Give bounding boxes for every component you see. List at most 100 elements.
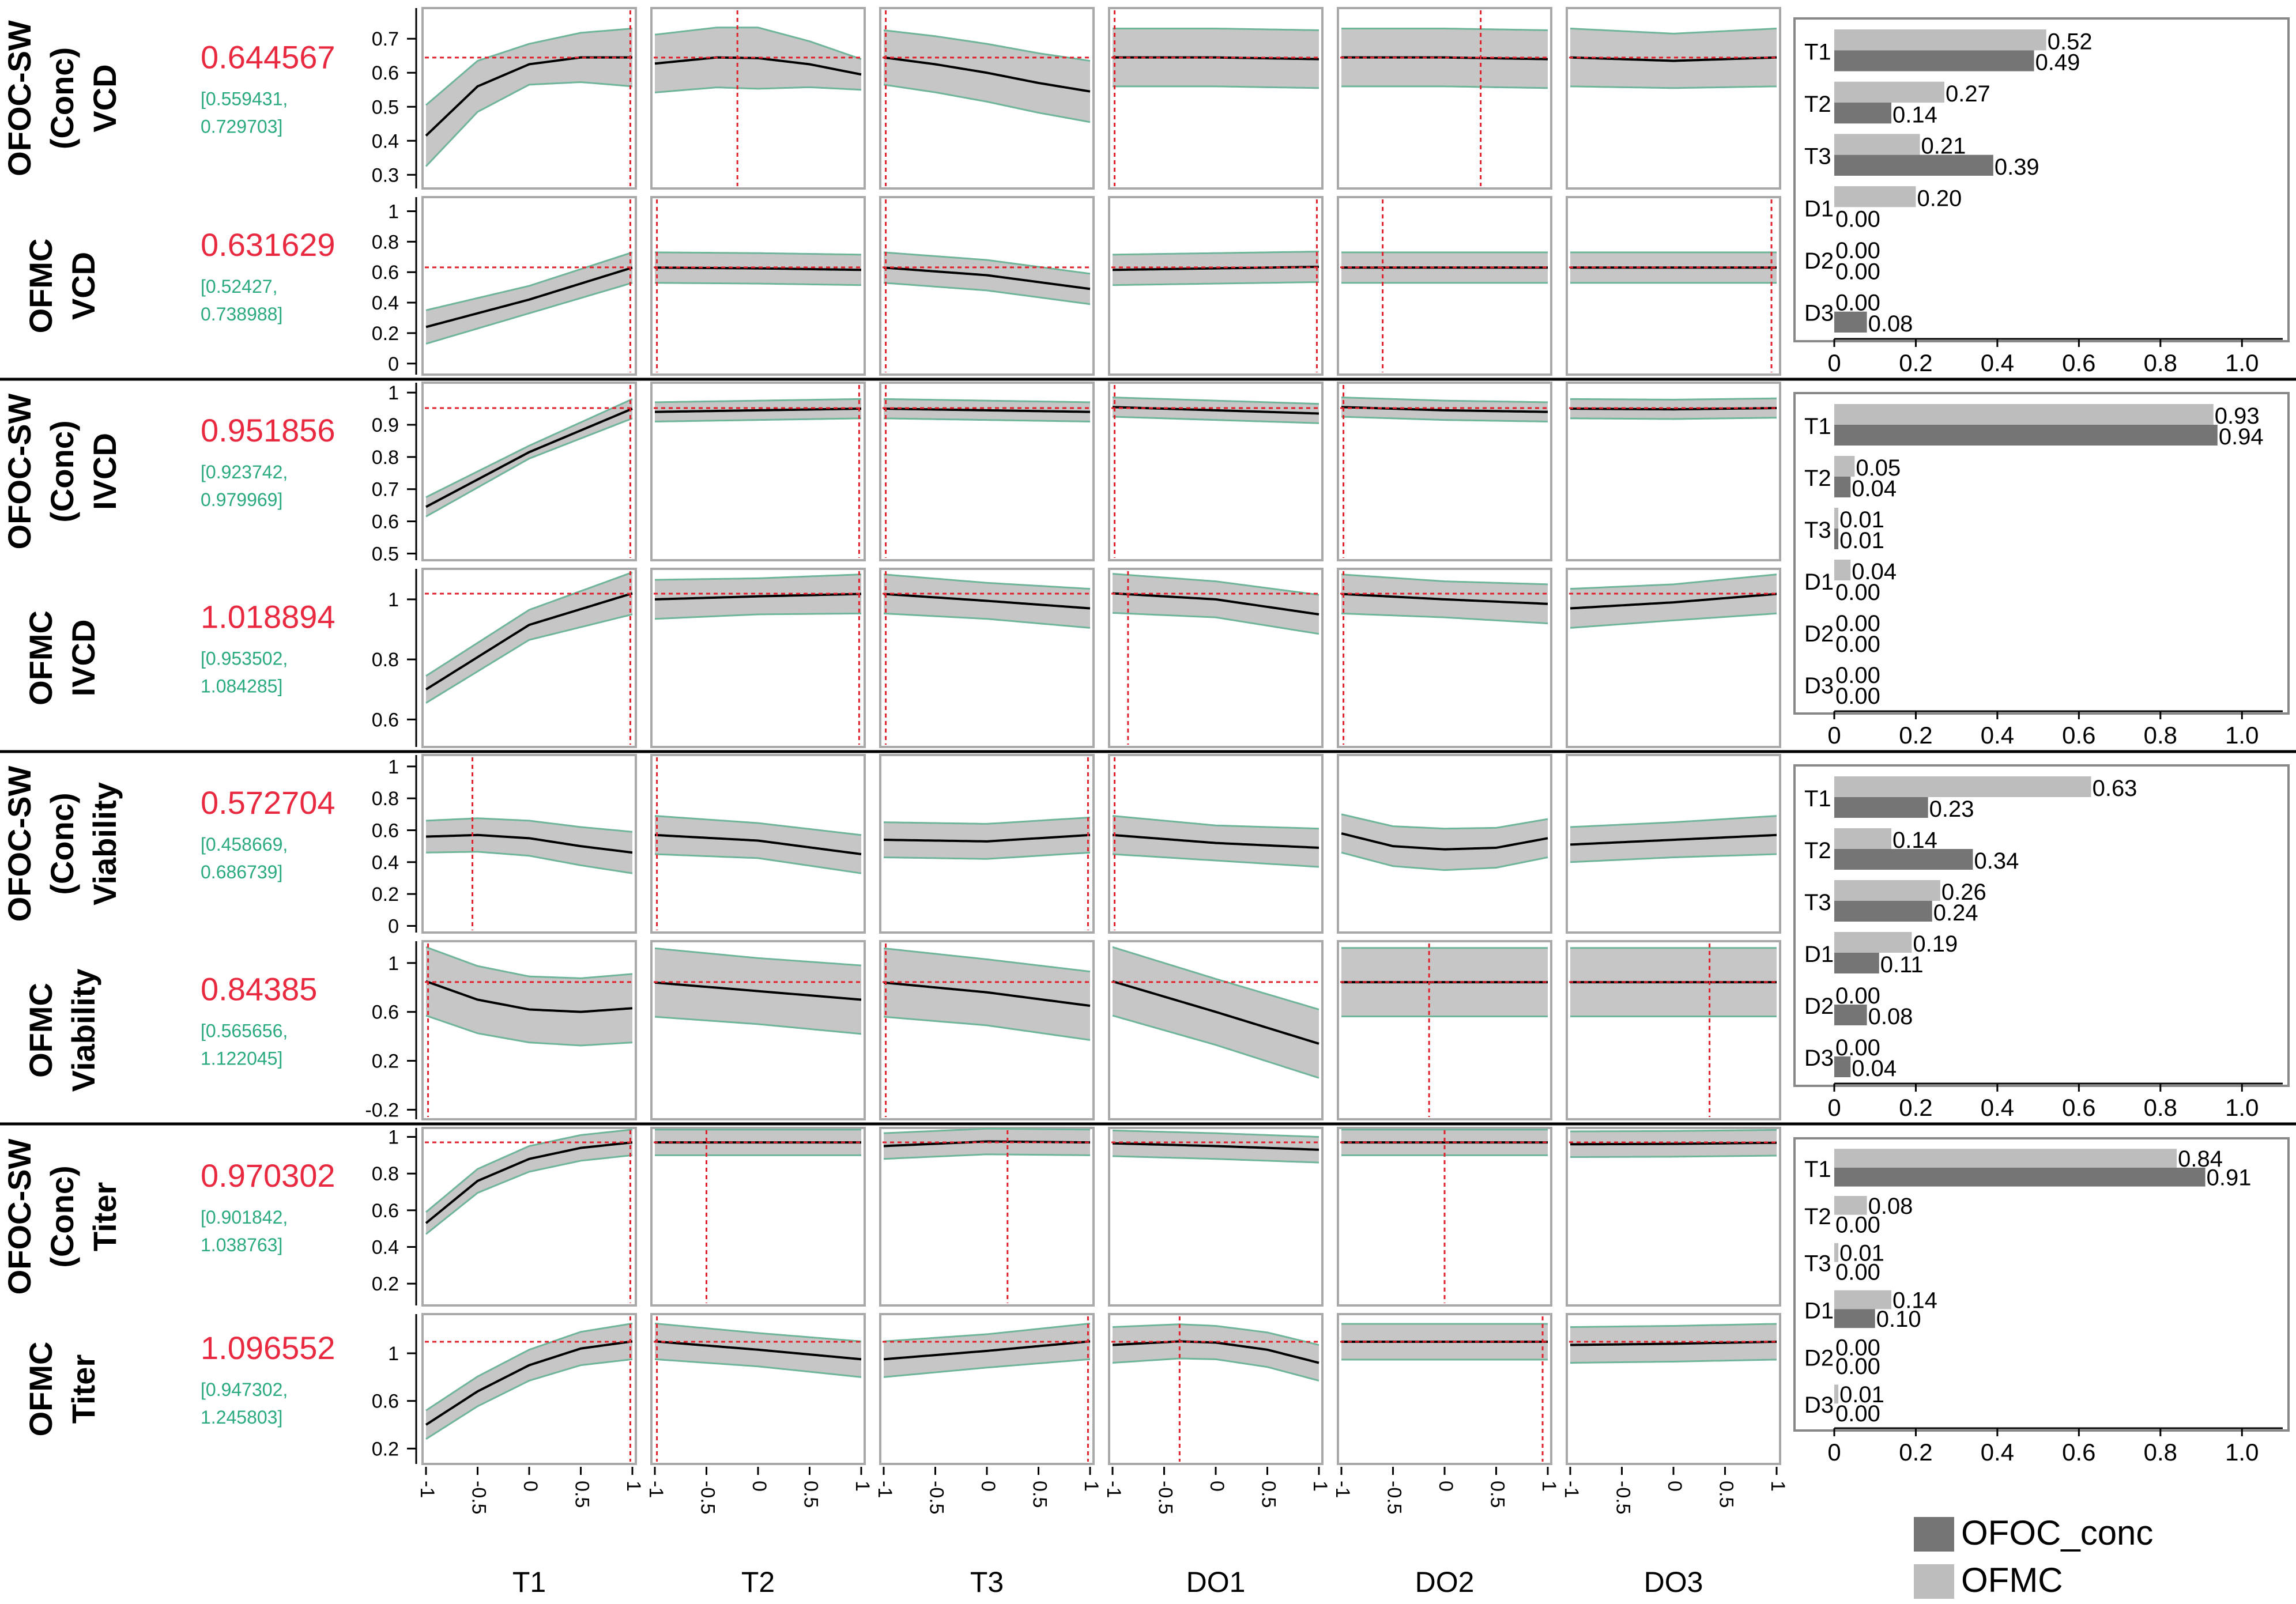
- bar-value-label: 0.91: [2207, 1165, 2252, 1191]
- prediction-trace: [883, 981, 1091, 1007]
- confidence-band-lower-edge: [883, 417, 1091, 422]
- response-name-label: (Conc): [44, 792, 80, 895]
- bar-value-label: 0.01: [1839, 1241, 1884, 1266]
- bar-value-label: 0.39: [1995, 154, 2039, 180]
- legend-swatch: [1914, 1517, 1954, 1552]
- confidence-band: [884, 817, 1090, 859]
- confidence-band-upper-edge: [425, 251, 633, 311]
- bar-value-label: 0.01: [1839, 507, 1884, 533]
- y-tick-label: 0.6: [372, 820, 399, 841]
- bar-x-tick-label: 1.0: [2225, 1094, 2259, 1121]
- prediction-trace: [425, 1141, 633, 1224]
- prediction-trace: [654, 407, 862, 413]
- bar-ofoc-conc: [1834, 311, 1867, 333]
- bar-chart-frame: [1793, 1137, 2290, 1432]
- confidence-band: [426, 818, 632, 874]
- bar-x-tick-label: 0.2: [1899, 349, 1932, 376]
- response-name-label: OFMC: [22, 239, 59, 334]
- y-tick-label: 1: [388, 1127, 399, 1149]
- bar-value-label: 0.00: [1835, 632, 1880, 657]
- profile-row: OFMC Viability 0.84385 [0.565656, 1.122045] -…: [22, 940, 1781, 1121]
- y-tick-label: 0.7: [372, 479, 399, 501]
- x-tick-label: 1: [851, 1481, 873, 1492]
- response-name-label: Titer: [65, 1354, 101, 1424]
- bar-category-label: T2: [1804, 1204, 1831, 1229]
- bar-value-label: 0.00: [1835, 1354, 1880, 1379]
- y-tick-label: 0.2: [372, 1438, 399, 1460]
- bar-value-label: 0.01: [1839, 1382, 1884, 1407]
- response-name-label: Viability: [86, 782, 123, 905]
- confidence-band-upper-edge: [1570, 1323, 1777, 1329]
- y-tick-label: 1: [388, 756, 399, 778]
- profile-panel: [1566, 196, 1781, 376]
- response-name-label: OFOC-SW: [1, 1139, 37, 1295]
- bar-value-label: 0.04: [1852, 476, 1897, 501]
- bar-category-label: D1: [1804, 569, 1834, 595]
- confidence-band-lower-edge: [1112, 416, 1319, 424]
- prediction-trace: [654, 833, 862, 855]
- confidence-band-lower-edge: [1112, 281, 1319, 286]
- predicted-value: 0.572704: [201, 784, 335, 821]
- bar-ofmc: [1834, 776, 2091, 797]
- bar-ofoc-conc: [1834, 797, 1928, 818]
- bar-chart-frame: [1793, 17, 2290, 342]
- confidence-band-lower-edge: [654, 282, 862, 286]
- confidence-band-upper-edge: [654, 251, 862, 256]
- confidence-band-upper-edge: [1112, 815, 1319, 830]
- confidence-band-lower-edge: [1112, 853, 1319, 868]
- confidence-band-lower-edge: [883, 282, 1091, 305]
- bar-x-tick-label: 0.8: [2144, 1439, 2177, 1466]
- prediction-trace: [425, 266, 633, 329]
- bar-category-label: T3: [1804, 890, 1831, 915]
- confidence-band-lower-edge: [654, 1358, 862, 1378]
- confidence-band-upper-edge: [654, 27, 862, 61]
- confidence-band-upper-edge: [1341, 813, 1548, 830]
- y-tick-label: 0.2: [372, 1051, 399, 1073]
- confidence-band-lower-edge: [425, 282, 633, 345]
- x-tick-label: 1: [623, 1481, 644, 1492]
- response-name-label: VCD: [86, 64, 123, 132]
- bar-value-label: 0.01: [1839, 528, 1884, 553]
- bar-ofmc: [1834, 81, 1944, 103]
- confidence-band-lower-edge: [654, 612, 862, 620]
- bar-value-label: 0.00: [1835, 238, 1880, 263]
- confidence-band-upper-edge: [883, 1127, 1091, 1134]
- y-tick-label: 0.4: [372, 292, 399, 314]
- bar-value-label: 0.00: [1835, 1401, 1880, 1426]
- bar-category-label: T2: [1804, 838, 1831, 863]
- bar-value-label: 0.49: [2035, 50, 2080, 76]
- confidence-band-upper-edge: [1341, 28, 1548, 31]
- bar-ofmc: [1834, 508, 1839, 529]
- prediction-trace: [1112, 592, 1319, 616]
- x-tick-label: -0.5: [1383, 1481, 1405, 1515]
- confidence-interval: 1.122045]: [201, 1048, 282, 1069]
- prediction-trace: [883, 266, 1091, 290]
- confidence-band-lower-edge: [425, 81, 633, 167]
- confidence-interval: 1.245803]: [201, 1407, 282, 1428]
- bar-value-label: 0.00: [1835, 1335, 1880, 1360]
- response-name-label: (Conc): [44, 1165, 80, 1267]
- x-tick-label: 0.5: [571, 1481, 593, 1508]
- confidence-interval: 0.738988]: [201, 304, 282, 324]
- prediction-trace: [1341, 56, 1548, 61]
- response-name-label: (Conc): [44, 420, 80, 522]
- profile-row: OFOC-SW (Conc) IVCD 0.951856 [0.923742, 0.979…: [1, 382, 1781, 565]
- bar-category-label: T1: [1804, 786, 1831, 812]
- bar-ofoc-conc: [1834, 50, 2034, 71]
- confidence-band-lower-edge: [1570, 853, 1777, 863]
- prediction-trace: [425, 1340, 633, 1426]
- confidence-band-upper-edge: [425, 1322, 633, 1411]
- profile-row: OFMC VCD 0.631629 [0.52427, 0.738988] 0 0.2 0.4…: [22, 196, 1781, 376]
- confidence-band-lower-edge: [1341, 85, 1548, 89]
- bar-value-label: 0.00: [1835, 1035, 1880, 1060]
- confidence-band-upper-edge: [1112, 946, 1319, 1010]
- confidence-interval: [0.52427,: [201, 276, 277, 297]
- y-tick-label: 0.8: [372, 1163, 399, 1185]
- bar-ofmc: [1834, 29, 2046, 51]
- confidence-band: [426, 28, 632, 167]
- confidence-interval: 1.084285]: [201, 676, 282, 697]
- bar-category-label: D2: [1804, 1345, 1834, 1371]
- response-name-label: IVCD: [65, 620, 101, 697]
